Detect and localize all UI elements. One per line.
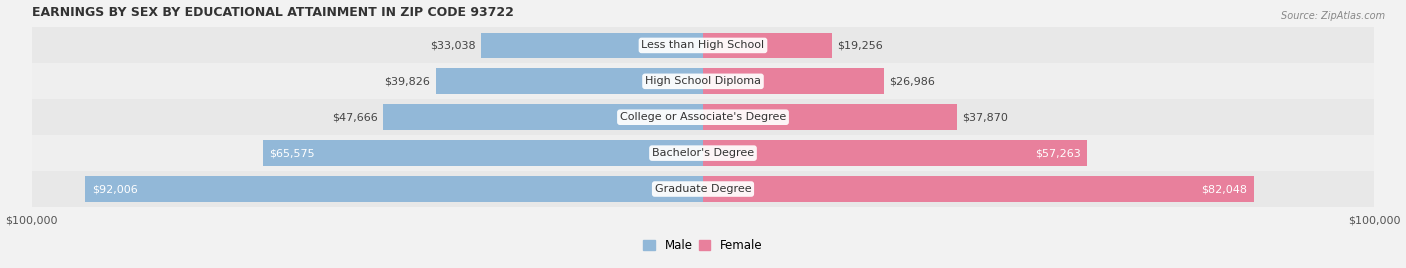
Text: $82,048: $82,048 [1201,184,1247,194]
Text: Bachelor's Degree: Bachelor's Degree [652,148,754,158]
Text: $26,986: $26,986 [890,76,935,86]
Text: $65,575: $65,575 [270,148,315,158]
Bar [703,140,1087,166]
Bar [32,99,1374,135]
Bar [703,32,832,58]
Text: Less than High School: Less than High School [641,40,765,50]
Text: $37,870: $37,870 [963,112,1008,122]
Text: High School Diploma: High School Diploma [645,76,761,86]
Bar [32,28,1374,63]
Text: College or Associate's Degree: College or Associate's Degree [620,112,786,122]
Text: $57,263: $57,263 [1035,148,1081,158]
Text: $19,256: $19,256 [838,40,883,50]
Bar [703,176,1254,202]
Legend: Male, Female: Male, Female [638,234,768,257]
Bar [32,135,1374,171]
Bar [32,171,1374,207]
Text: $92,006: $92,006 [93,184,138,194]
Text: Graduate Degree: Graduate Degree [655,184,751,194]
Text: $33,038: $33,038 [430,40,475,50]
Bar [382,104,703,130]
Bar [32,63,1374,99]
Bar [263,140,703,166]
Bar [703,68,884,94]
Bar [703,104,957,130]
Text: Source: ZipAtlas.com: Source: ZipAtlas.com [1281,11,1385,21]
Bar [86,176,703,202]
Text: EARNINGS BY SEX BY EDUCATIONAL ATTAINMENT IN ZIP CODE 93722: EARNINGS BY SEX BY EDUCATIONAL ATTAINMEN… [32,6,513,18]
Bar [481,32,703,58]
Bar [436,68,703,94]
Text: $39,826: $39,826 [384,76,430,86]
Text: $47,666: $47,666 [332,112,378,122]
